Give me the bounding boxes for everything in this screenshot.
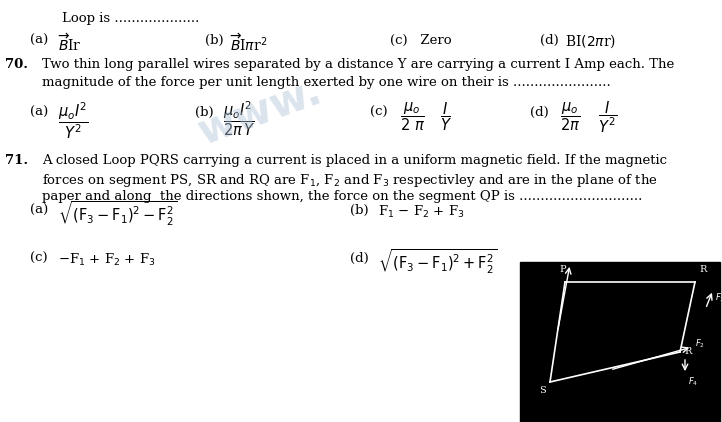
Text: magnitude of the force per unit length exerted by one wire on their is .........: magnitude of the force per unit length e… xyxy=(42,76,611,89)
Text: $F_2$: $F_2$ xyxy=(695,338,705,350)
Text: F$_1$ $-$ F$_2$ $+$ F$_3$: F$_1$ $-$ F$_2$ $+$ F$_3$ xyxy=(378,204,465,220)
Text: $\sqrt{\left(\mathrm{F}_3-\mathrm{F}_1\right)^2+\mathrm{F}_2^2}$: $\sqrt{\left(\mathrm{F}_3-\mathrm{F}_1\r… xyxy=(378,248,497,276)
Text: $\dfrac{\mu_o}{2\pi}$: $\dfrac{\mu_o}{2\pi}$ xyxy=(560,100,580,133)
Text: 71.: 71. xyxy=(5,154,28,167)
Text: 70.: 70. xyxy=(5,58,28,71)
Text: (b): (b) xyxy=(195,106,214,119)
Text: A closed Loop PQRS carrying a current is placed in a uniform magnetic field. If : A closed Loop PQRS carrying a current is… xyxy=(42,154,667,167)
Text: $\overrightarrow{B}$I$\pi$r$^2$: $\overrightarrow{B}$I$\pi$r$^2$ xyxy=(230,32,267,54)
Text: $-$F$_1$ $+$ F$_2$ $+$ F$_3$: $-$F$_1$ $+$ F$_2$ $+$ F$_3$ xyxy=(58,252,156,268)
Text: $\sqrt{\left(\mathrm{F}_3-\mathrm{F}_1\right)^2-\mathrm{F}_2^2}$: $\sqrt{\left(\mathrm{F}_3-\mathrm{F}_1\r… xyxy=(58,200,177,228)
Text: P: P xyxy=(560,265,566,274)
Text: (a): (a) xyxy=(30,34,48,47)
Text: R: R xyxy=(684,347,692,357)
Bar xyxy=(520,262,720,422)
Text: S: S xyxy=(539,386,546,395)
Text: $F_3$: $F_3$ xyxy=(715,292,722,305)
Text: (c)   Zero: (c) Zero xyxy=(390,34,452,47)
Text: paper and along  the directions shown, the force on the segment QP is ..........: paper and along the directions shown, th… xyxy=(42,190,643,203)
Text: $\dfrac{I}{Y}$: $\dfrac{I}{Y}$ xyxy=(440,100,452,133)
Text: (c): (c) xyxy=(370,106,388,119)
Text: $\dfrac{\mu_o}{2\ \pi}$: $\dfrac{\mu_o}{2\ \pi}$ xyxy=(400,100,425,133)
Text: $\dfrac{I}{Y^2}$: $\dfrac{I}{Y^2}$ xyxy=(598,100,617,135)
Text: forces on segment PS, SR and RQ are F$_1$, F$_2$ and F$_3$ respectivley and are : forces on segment PS, SR and RQ are F$_1… xyxy=(42,172,658,189)
Text: (c): (c) xyxy=(30,252,48,265)
Text: $\dfrac{\mu_o I^2}{2\pi\,Y}$: $\dfrac{\mu_o I^2}{2\pi\,Y}$ xyxy=(223,100,256,138)
Text: $\overrightarrow{B}$Ir: $\overrightarrow{B}$Ir xyxy=(58,32,82,54)
Text: $F_4$: $F_4$ xyxy=(688,376,698,389)
Text: Loop is ....................: Loop is .................... xyxy=(62,12,199,25)
Text: (a): (a) xyxy=(30,106,48,119)
Text: (a): (a) xyxy=(30,204,48,217)
Text: www.: www. xyxy=(192,70,328,154)
Text: Two thin long parallel wires separated by a distance Y are carrying a current I : Two thin long parallel wires separated b… xyxy=(42,58,674,71)
Text: BI$(2\pi$r): BI$(2\pi$r) xyxy=(565,32,616,50)
Text: $\dfrac{\mu_o I^2}{Y^2}$: $\dfrac{\mu_o I^2}{Y^2}$ xyxy=(58,100,89,141)
Text: (b): (b) xyxy=(350,204,369,217)
Text: (d): (d) xyxy=(350,252,369,265)
Text: (d): (d) xyxy=(530,106,549,119)
Text: (d): (d) xyxy=(540,34,559,47)
Text: $F_1$: $F_1$ xyxy=(550,247,560,260)
Text: R: R xyxy=(699,265,706,274)
Text: (b): (b) xyxy=(205,34,224,47)
